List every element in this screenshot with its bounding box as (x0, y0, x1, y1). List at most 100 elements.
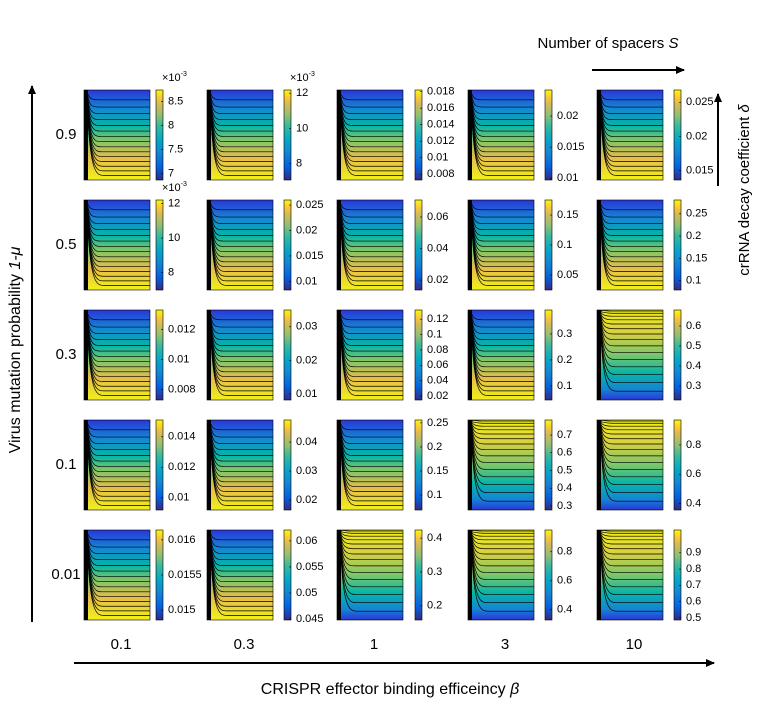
panel: 8 10 12 ×10-3 (83, 181, 187, 291)
colorbar-tick-label: 0.25 (427, 417, 448, 429)
panel: 0.01 0.02 0.03 (206, 309, 317, 401)
colorbar-tick-label: 0.4 (557, 604, 572, 616)
plot-frame (336, 89, 404, 181)
panel: 0.008 0.01 0.012 (83, 309, 196, 401)
colorbar-tick-label: 0.04 (427, 375, 448, 387)
colorbar-tick-label: 0.9 (686, 547, 701, 559)
colorbar-tick-label: 0.04 (427, 242, 448, 254)
panel: 0.1 0.15 0.2 0.25 (596, 199, 707, 291)
colorbar (544, 529, 553, 621)
panel: 0.05 0.1 0.15 (467, 199, 578, 291)
contour-edge (597, 310, 601, 400)
column-label: 1 (370, 636, 378, 653)
colorbar-tick-label: 0.055 (296, 561, 324, 573)
colorbar-tick-label: 0.015 (557, 141, 585, 153)
colorbar-tick-label: 0.5 (686, 612, 701, 624)
colorbar-tick-label: 0.01 (427, 152, 448, 164)
contour-edge (337, 420, 341, 510)
plot-frame (83, 529, 151, 621)
colorbar-tick-label: 0.3 (557, 328, 572, 340)
panel: 0.1 0.2 0.3 (467, 309, 572, 401)
colorbar-tick-label: 0.016 (168, 534, 196, 546)
colorbar-tick-label: 0.014 (168, 431, 196, 443)
colorbar (155, 89, 164, 181)
row-label: 0.01 (51, 566, 80, 583)
colorbar-tick-label: 0.025 (686, 96, 714, 108)
colorbar-scale: ×10-3 (162, 181, 187, 194)
colorbar-tick-label: 0.2 (557, 354, 572, 366)
plot-frame (336, 309, 404, 401)
colorbar-tick-label: 0.8 (557, 546, 572, 558)
colorbar-tick-label: 0.02 (427, 390, 448, 402)
contour-edge (207, 530, 211, 620)
panel: 0.01 0.012 0.014 (83, 419, 196, 511)
colorbar-tick-label: 0.015 (296, 250, 324, 262)
colorbar-tick-label: 0.05 (557, 269, 578, 281)
colorbar-tick-label: 0.2 (427, 441, 442, 453)
plot-frame (596, 309, 664, 401)
colorbar-tick-label: 0.25 (686, 208, 707, 220)
axes-decor (28, 66, 722, 667)
scale-exponent: -3 (181, 181, 187, 188)
colorbar-tick-label: 0.3 (427, 566, 442, 578)
plot-frame (336, 199, 404, 291)
colorbar (283, 419, 292, 511)
colorbar-tick-label: 0.014 (427, 119, 455, 131)
panel: 0.3 0.4 0.5 0.6 0.7 (467, 419, 572, 512)
contour-edge (468, 90, 472, 180)
colorbar-tick-label: 8 (296, 158, 302, 170)
panel: 7 7.5 8 8.5 ×10-3 (83, 71, 187, 181)
inner-x-symbol: S (668, 35, 678, 52)
colorbar (414, 419, 423, 511)
plot-frame (596, 419, 664, 511)
inner-y-text: crRNA decay coefficient (736, 113, 753, 276)
colorbar-tick-label: 0.1 (427, 489, 442, 501)
colorbar-tick-label: 0.008 (427, 168, 455, 180)
column-label: 10 (626, 636, 643, 653)
plot-frame (206, 309, 274, 401)
row-label: 0.1 (56, 456, 77, 473)
y-label-text: Virus mutation probability (7, 270, 24, 454)
colorbar-tick-label: 0.4 (686, 360, 701, 372)
colorbar-tick-label: 0.02 (296, 354, 317, 366)
colorbar-scale: ×10-3 (162, 71, 187, 84)
contour-edge (84, 420, 88, 510)
colorbar-tick-label: 0.02 (296, 494, 317, 506)
colorbar-tick-label: 0.02 (427, 274, 448, 286)
colorbar-tick-label: 10 (168, 232, 180, 244)
colorbar-tick-label: 0.008 (168, 383, 196, 395)
colorbar-tick-label: 0.012 (427, 135, 455, 147)
colorbar (673, 529, 682, 621)
contour-edge (468, 200, 472, 290)
panel: 0.2 0.3 0.4 (336, 529, 442, 621)
colorbar-tick-label: 0.2 (427, 600, 442, 612)
colorbar-tick-label: 0.5 (557, 464, 572, 476)
colorbar (544, 419, 553, 511)
colorbar-tick-label: 0.3 (557, 500, 572, 512)
contour-edge (84, 310, 88, 400)
colorbar (414, 529, 423, 621)
row-label: 0.5 (56, 236, 77, 253)
plot-frame (83, 199, 151, 291)
colorbar-tick-label: 0.06 (427, 211, 448, 223)
plot-frame (467, 309, 535, 401)
contour-edge (207, 310, 211, 400)
colorbar-tick-label: 0.1 (557, 239, 572, 251)
contour-edge (84, 90, 88, 180)
colorbar-tick-label: 0.0155 (168, 569, 202, 581)
panel: 0.02 0.04 0.06 0.08 0.1 0.12 (336, 309, 448, 402)
plot-frame (83, 89, 151, 181)
panel: 0.008 0.01 0.012 0.014 0.016 0.018 (336, 86, 455, 181)
contour-edge (597, 420, 601, 510)
plot-frame (206, 529, 274, 621)
colorbar-tick-label: 8.5 (168, 95, 183, 107)
colorbar-tick-label: 0.7 (557, 429, 572, 441)
colorbar-tick-label: 0.03 (296, 465, 317, 477)
panel: 0.01 0.015 0.02 (467, 89, 585, 184)
colorbar (673, 419, 682, 511)
y-label-symbol: 1-μ (7, 246, 24, 269)
panel: 0.5 0.6 0.7 0.8 0.9 (596, 529, 701, 624)
colorbar-tick-label: 0.05 (296, 587, 317, 599)
colorbar-tick-label: 0.08 (427, 344, 448, 356)
